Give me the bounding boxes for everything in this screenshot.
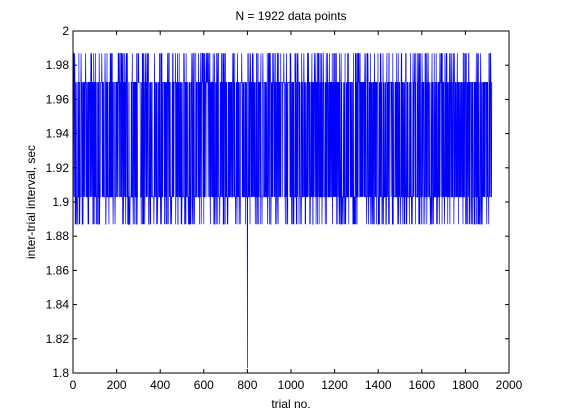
chart-title: N = 1922 data points <box>235 9 346 23</box>
y-tick-label: 1.94 <box>46 127 70 141</box>
x-axis-label: trial no. <box>271 397 310 411</box>
y-tick-label: 1.84 <box>46 298 70 312</box>
x-tick-label: 200 <box>107 378 127 392</box>
y-axis-label: inter-trial interval, sec <box>24 145 38 259</box>
x-tick-label: 1200 <box>321 378 348 392</box>
y-tick-label: 1.96 <box>46 92 70 106</box>
x-tick-label: 400 <box>150 378 170 392</box>
x-tick-label: 0 <box>70 378 77 392</box>
tick-layer: 0 200 400 600 800 1000 1200 1400 1600 1800 2000 1.8… <box>46 24 523 392</box>
x-tick-label: 1000 <box>278 378 305 392</box>
plot-area: 0 200 400 600 800 1000 1200 1400 1600 1800 2000 1.8… <box>46 24 523 392</box>
x-tick-label: 600 <box>194 378 214 392</box>
series-layer <box>72 52 493 368</box>
series-line <box>72 52 493 368</box>
x-tick-label: 1800 <box>452 378 479 392</box>
x-tick-label: 1400 <box>365 378 392 392</box>
y-tick-label: 1.98 <box>46 58 70 72</box>
y-tick-label: 2 <box>62 24 69 38</box>
y-tick-label: 1.92 <box>46 161 70 175</box>
y-tick-label: 1.86 <box>46 263 70 277</box>
x-tick-label: 800 <box>237 378 257 392</box>
y-tick-label: 1.88 <box>46 229 70 243</box>
y-tick-label: 1.8 <box>52 366 69 380</box>
x-tick-label: 1600 <box>408 378 435 392</box>
y-tick-label: 1.9 <box>52 195 69 209</box>
x-tick-label: 2000 <box>496 378 523 392</box>
y-tick-label: 1.82 <box>46 332 70 346</box>
